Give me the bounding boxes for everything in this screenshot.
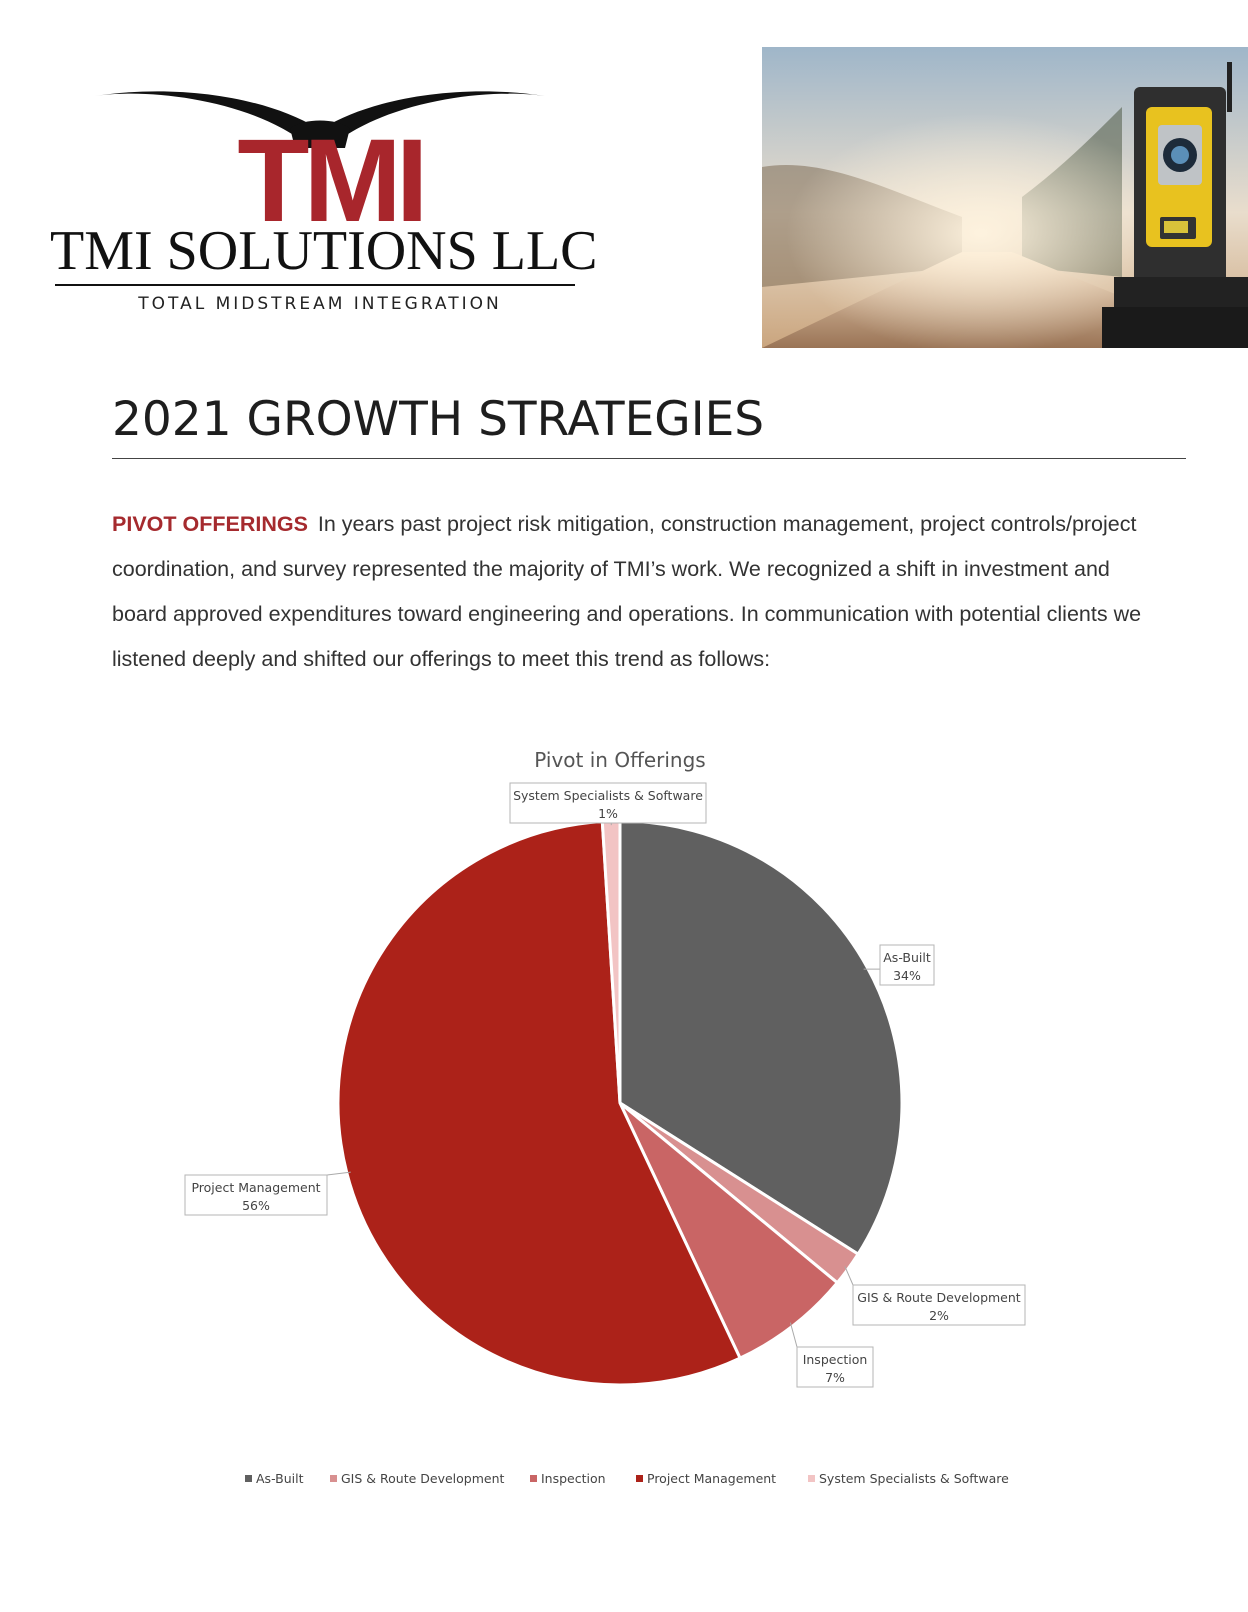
legend-item-inspection: Inspection [530,1471,606,1486]
callout-box-project-management [184,1174,328,1216]
legend-swatch [808,1475,815,1482]
logo-mark: TMI [237,136,428,226]
slice-callouts: As-Built 34% GIS & Route Development 2% Insp… [184,782,1026,1388]
company-logo: TMI TMI SOLUTIONS LLC TOTAL MIDSTREAM IN… [50,78,598,328]
pie-slice-as-built [618,819,904,1257]
chart-title: Pivot in Offerings [534,748,705,772]
callout-category-inspection: Inspection [803,1352,868,1367]
legend-item-system-specialists-software: System Specialists & Software [808,1471,1009,1486]
logo-divider [55,284,575,286]
callout-percent-inspection: 7% [825,1370,845,1385]
callout-percent-gis-route-development: 2% [929,1308,949,1323]
callout-box-gis-route-development [852,1284,1026,1326]
page-title: 2021 GROWTH STRATEGIES [112,392,765,447]
legend-item-gis-route-development: GIS & Route Development [330,1471,505,1486]
company-name: TMI SOLUTIONS LLC [50,220,598,282]
callout-category-system-specialists-software: System Specialists & Software [513,788,703,803]
callout-percent-project-management: 56% [242,1198,270,1213]
legend-swatch [330,1475,337,1482]
longhorn-icon [95,91,545,148]
callout-leader-project-management [326,1171,351,1176]
legend-label: Project Management [647,1471,776,1486]
callout-category-project-management: Project Management [191,1180,320,1195]
legend-swatch [530,1475,537,1482]
legend-label: Inspection [541,1471,606,1486]
callout-box-inspection [796,1346,874,1388]
callout-leader-gis-route-development [844,1266,854,1286]
callout-leader-inspection [789,1322,798,1348]
callout-box-as-built [879,944,935,986]
company-tagline: TOTAL MIDSTREAM INTEGRATION [138,294,502,314]
callout-percent-as-built: 34% [893,968,921,983]
chart-legend: As-Built GIS & Route Development Inspectio… [245,1471,1009,1486]
callout-percent-system-specialists-software: 1% [598,806,618,821]
legend-item-as-built: As-Built [245,1471,304,1486]
title-divider [112,458,1186,459]
intro-text: In years past project risk mitigation, c… [112,512,1142,671]
survey-instrument-photo [762,47,1248,348]
legend-label: GIS & Route Development [341,1471,505,1486]
callout-category-gis-route-development: GIS & Route Development [857,1290,1021,1305]
intro-paragraph: PIVOT OFFERINGS In years past project ris… [112,502,1162,682]
pie-slice-project-management [336,819,743,1387]
pivot-offerings-pie-chart: Pivot in Offerings As-Built 34% GIS & Rout… [184,748,1026,1486]
legend-label: As-Built [256,1471,304,1486]
survey-total-station-photo [762,47,1248,348]
pie-slices [336,819,904,1387]
legend-swatch [245,1475,252,1482]
legend-item-project-management: Project Management [636,1471,776,1486]
legend-swatch [636,1475,643,1482]
callout-category-as-built: As-Built [883,950,931,965]
callout-box-system-specialists-software [509,782,707,824]
legend-label: System Specialists & Software [819,1471,1009,1486]
pie-slice-inspection [618,1101,840,1361]
intro-lead: PIVOT OFFERINGS [112,512,308,536]
